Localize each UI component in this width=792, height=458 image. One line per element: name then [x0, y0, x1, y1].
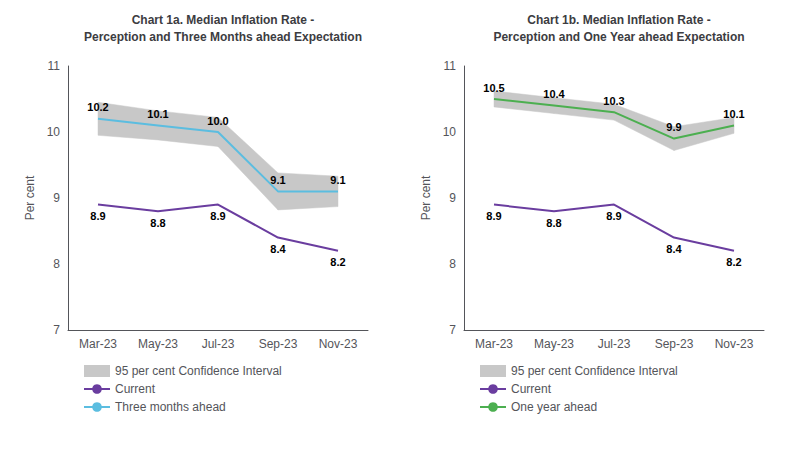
svg-text:8.4: 8.4	[270, 243, 286, 255]
svg-text:Nov-23: Nov-23	[319, 337, 358, 351]
svg-text:7: 7	[449, 323, 456, 337]
svg-text:10.5: 10.5	[483, 82, 504, 94]
svg-text:Mar-23: Mar-23	[79, 337, 117, 351]
svg-text:Jul-23: Jul-23	[598, 337, 631, 351]
svg-text:8: 8	[449, 257, 456, 271]
svg-text:Chart 1a. Median Inflation Rat: Chart 1a. Median Inflation Rate -	[132, 13, 315, 27]
svg-text:9.1: 9.1	[330, 174, 345, 186]
svg-text:11: 11	[48, 59, 61, 73]
svg-text:Chart 1b. Median Inflation Rat: Chart 1b. Median Inflation Rate -	[527, 13, 710, 27]
svg-text:Current: Current	[115, 382, 156, 396]
svg-text:8.9: 8.9	[210, 210, 225, 222]
svg-text:9: 9	[449, 191, 456, 205]
svg-text:Perception and One Year ahead: Perception and One Year ahead Expectatio…	[493, 30, 744, 44]
svg-text:Three months ahead: Three months ahead	[115, 400, 226, 414]
svg-text:8.2: 8.2	[330, 256, 345, 268]
svg-text:8.8: 8.8	[546, 217, 561, 229]
svg-text:Per cent: Per cent	[419, 175, 433, 220]
svg-text:11: 11	[444, 59, 457, 73]
svg-text:Sep-23: Sep-23	[655, 337, 694, 351]
svg-text:9: 9	[53, 191, 60, 205]
svg-text:8.9: 8.9	[90, 210, 105, 222]
svg-text:Jul-23: Jul-23	[202, 337, 235, 351]
svg-text:10.1: 10.1	[723, 108, 744, 120]
svg-text:Nov-23: Nov-23	[715, 337, 754, 351]
svg-text:7: 7	[53, 323, 60, 337]
svg-text:95 per cent Confidence Interva: 95 per cent Confidence Interval	[115, 364, 282, 378]
svg-text:8.4: 8.4	[666, 243, 682, 255]
svg-text:10.1: 10.1	[147, 108, 168, 120]
svg-text:10: 10	[443, 125, 457, 139]
svg-text:One year ahead: One year ahead	[511, 400, 597, 414]
svg-text:10: 10	[47, 125, 61, 139]
svg-text:Sep-23: Sep-23	[259, 337, 298, 351]
svg-text:10.0: 10.0	[207, 115, 228, 127]
svg-text:10.4: 10.4	[543, 88, 565, 100]
svg-text:9.1: 9.1	[270, 174, 285, 186]
svg-text:Mar-23: Mar-23	[475, 337, 513, 351]
svg-text:95 per cent Confidence Interva: 95 per cent Confidence Interval	[511, 364, 678, 378]
svg-text:Perception and Three Months ah: Perception and Three Months ahead Expect…	[84, 30, 362, 44]
svg-text:8.2: 8.2	[726, 256, 741, 268]
svg-text:8.9: 8.9	[606, 210, 621, 222]
svg-text:May-23: May-23	[534, 337, 574, 351]
svg-text:Current: Current	[511, 382, 552, 396]
svg-text:8: 8	[53, 257, 60, 271]
svg-text:May-23: May-23	[138, 337, 178, 351]
svg-text:8.8: 8.8	[150, 217, 165, 229]
svg-text:8.9: 8.9	[486, 210, 501, 222]
svg-text:9.9: 9.9	[666, 121, 681, 133]
svg-text:10.2: 10.2	[87, 101, 108, 113]
svg-text:10.3: 10.3	[603, 95, 624, 107]
svg-text:Per cent: Per cent	[23, 175, 37, 220]
